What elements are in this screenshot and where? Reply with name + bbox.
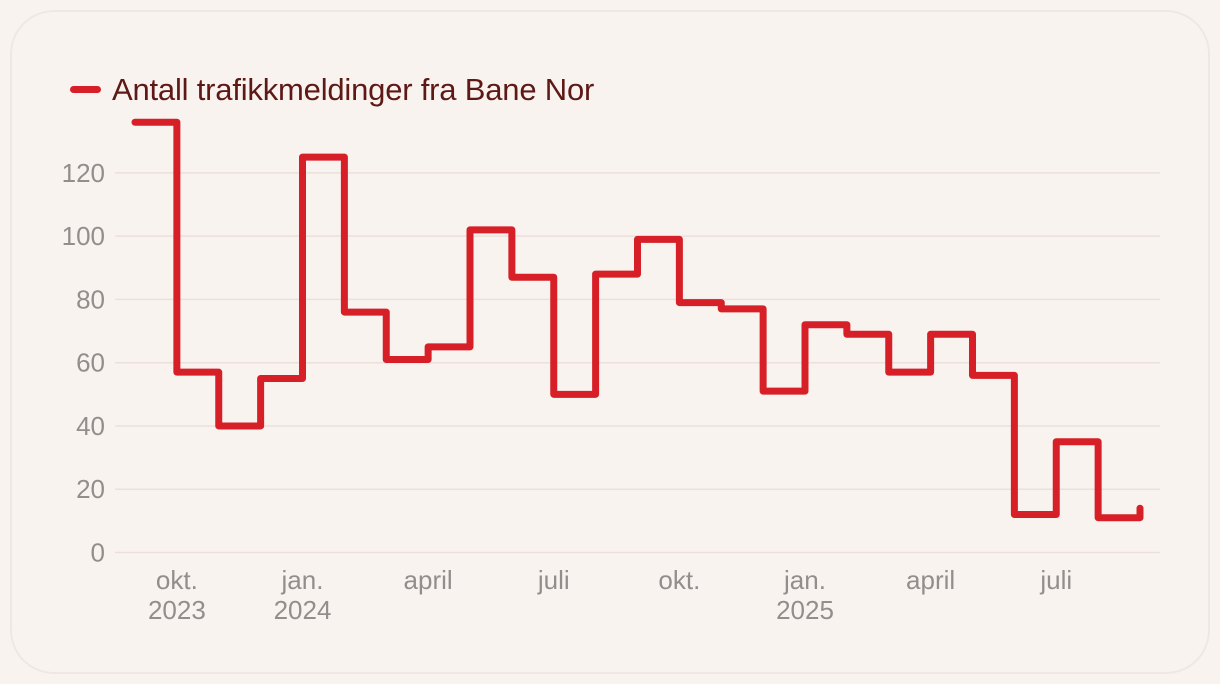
- chart-card: Antall trafikkmeldinger fra Bane Nor: [10, 10, 1210, 674]
- y-tick-label: 100: [62, 221, 105, 251]
- x-tick-label: juli: [537, 565, 570, 595]
- y-tick-label: 20: [76, 474, 105, 504]
- y-tick-label: 60: [76, 348, 105, 378]
- x-tick-label: okt.: [658, 565, 700, 595]
- x-tick-label: juli: [1039, 565, 1072, 595]
- x-tick-label: april: [906, 565, 955, 595]
- legend-line-swatch-icon: [70, 86, 101, 93]
- x-tick-label: jan.: [281, 565, 324, 595]
- x-tick-year-label: 2024: [274, 595, 332, 625]
- x-tick-label: okt.: [156, 565, 198, 595]
- legend: Antall trafikkmeldinger fra Bane Nor: [70, 74, 594, 105]
- y-tick-label: 0: [91, 538, 105, 568]
- y-tick-label: 80: [76, 284, 105, 314]
- x-tick-label: april: [404, 565, 453, 595]
- y-tick-label: 40: [76, 411, 105, 441]
- x-tick-year-label: 2025: [776, 595, 834, 625]
- series-line: [131, 118, 1144, 522]
- x-tick-year-label: 2023: [148, 595, 206, 625]
- x-tick-label: jan.: [783, 565, 826, 595]
- legend-label: Antall trafikkmeldinger fra Bane Nor: [112, 72, 595, 107]
- y-tick-label: 120: [62, 158, 105, 188]
